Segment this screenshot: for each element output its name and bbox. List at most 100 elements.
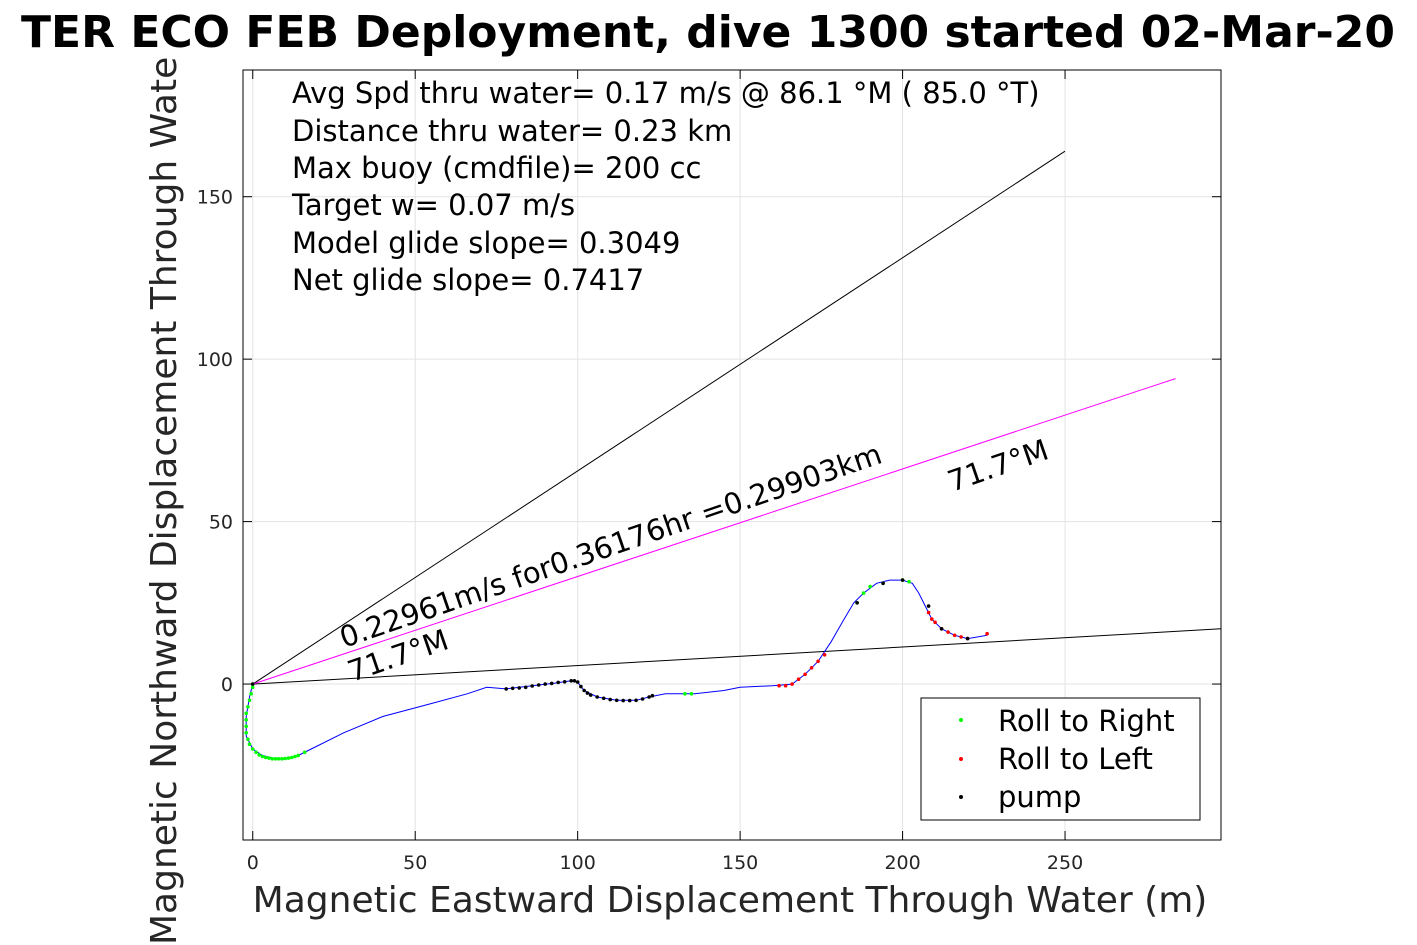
annotation-block: Avg Spd thru water= 0.17 m/s @ 86.1 °M (…: [291, 76, 1040, 297]
point-pump: [647, 695, 651, 699]
point-roll-to-right: [267, 756, 271, 760]
point-roll-to-right: [250, 685, 255, 690]
annotation-line: Net glide slope= 0.7417: [292, 263, 644, 297]
point-pump: [965, 636, 970, 641]
point-roll-to-right: [257, 753, 262, 757]
point-pump: [614, 698, 619, 703]
point-pump: [517, 686, 521, 690]
reference-line: [252, 628, 1222, 685]
point-pump: [523, 685, 528, 690]
point-roll-to-right: [273, 757, 278, 761]
point-roll-to-right: [280, 757, 284, 761]
annotation-line: Model glide slope= 0.3049: [292, 226, 680, 260]
point-pump: [608, 697, 612, 702]
point-roll-to-right: [868, 584, 872, 589]
y-tick-label: 150: [197, 187, 233, 209]
plot-frame: [242, 69, 1222, 841]
point-pump: [530, 684, 534, 688]
point-roll-to-right: [270, 757, 275, 761]
point-roll-to-left: [952, 633, 957, 638]
y-tick-label: 100: [197, 349, 233, 371]
point-roll-to-left: [926, 610, 931, 615]
y-axis-label: Magnetic Northward Displacement Through …: [144, 57, 185, 945]
point-roll-to-right: [250, 747, 255, 751]
point-pump: [640, 697, 645, 701]
point-roll-to-right: [249, 692, 253, 696]
point-pump: [585, 691, 590, 695]
point-pump: [536, 683, 541, 687]
point-roll-to-right: [683, 692, 687, 696]
point-roll-to-right: [247, 698, 252, 703]
point-roll-to-left: [816, 659, 820, 664]
point-roll-to-right: [302, 750, 307, 755]
legend-label-roll-right: Roll to Right: [998, 704, 1175, 738]
point-roll-to-right: [254, 750, 258, 755]
point-roll-to-right: [246, 705, 250, 709]
point-pump: [601, 696, 606, 701]
reference-line: [252, 378, 1176, 685]
point-roll-to-left: [933, 620, 937, 625]
grid: [243, 70, 1221, 840]
point-roll-to-right: [289, 755, 294, 760]
point-roll-to-left: [930, 617, 934, 621]
x-tick-label: 250: [1047, 852, 1083, 874]
point-pump: [575, 680, 580, 684]
point-roll-to-right: [861, 591, 866, 595]
point-roll-to-right: [260, 754, 265, 759]
point-roll-to-right: [246, 737, 250, 742]
point-roll-to-right: [296, 753, 301, 758]
point-roll-to-right: [689, 692, 694, 696]
point-roll-to-left: [803, 672, 807, 677]
reference-line: [252, 150, 1066, 685]
point-roll-to-left: [783, 683, 788, 688]
point-roll-to-right: [907, 579, 911, 584]
point-roll-to-left: [959, 635, 963, 639]
point-roll-to-left: [822, 653, 827, 657]
point-pump: [572, 679, 577, 683]
chart-title: TER ECO FEB Deployment, dive 1300 starte…: [21, 7, 1395, 58]
point-roll-to-right: [244, 731, 248, 735]
point-pump: [881, 581, 885, 586]
point-roll-to-left: [809, 666, 814, 670]
point-roll-to-left: [790, 682, 794, 686]
reference-lines: [252, 150, 1222, 685]
annotation-line: Avg Spd thru water= 0.17 m/s @ 86.1 °M (…: [292, 76, 1040, 110]
x-axis-label: Magnetic Eastward Displacement Through W…: [253, 880, 1208, 921]
point-pump: [621, 698, 625, 703]
annotation-line: Target w= 0.07 m/s: [291, 188, 575, 222]
point-pump: [900, 578, 905, 582]
point-pump: [627, 698, 632, 703]
legend-marker-pump: [959, 795, 963, 799]
point-pump: [650, 693, 655, 698]
point-pump: [595, 695, 599, 699]
point-roll-to-right: [244, 718, 248, 722]
point-pump: [250, 682, 255, 686]
point-pump: [588, 693, 593, 697]
point-pump: [926, 604, 931, 608]
series-layer: [244, 578, 989, 761]
point-roll-to-right: [293, 754, 297, 759]
legend-marker-roll-right: [959, 718, 963, 722]
point-pump: [634, 698, 638, 703]
point-roll-to-right: [247, 742, 252, 746]
point-pump: [579, 684, 583, 689]
annotation-line: Distance thru water= 0.23 km: [292, 114, 732, 148]
point-pump: [510, 686, 515, 691]
point-pump: [939, 627, 944, 631]
point-pump: [549, 681, 554, 686]
point-pump: [582, 688, 586, 693]
x-tick-label: 200: [884, 852, 920, 874]
point-roll-to-right: [286, 756, 291, 760]
legend: Roll to Right Roll to Left pump: [920, 697, 1201, 821]
point-pump: [504, 687, 509, 691]
legend-marker-roll-left: [959, 757, 963, 761]
point-roll-to-right: [263, 755, 268, 760]
x-tick-label: 0: [247, 852, 259, 874]
point-pump: [562, 680, 567, 684]
annotation-line: Max buoy (cmdfile)= 200 cc: [292, 151, 701, 185]
point-roll-to-right: [283, 756, 288, 761]
x-tick-label: 150: [722, 852, 758, 874]
point-roll-to-left: [796, 677, 801, 681]
x-tick-label: 100: [560, 852, 596, 874]
point-pump: [556, 680, 560, 685]
